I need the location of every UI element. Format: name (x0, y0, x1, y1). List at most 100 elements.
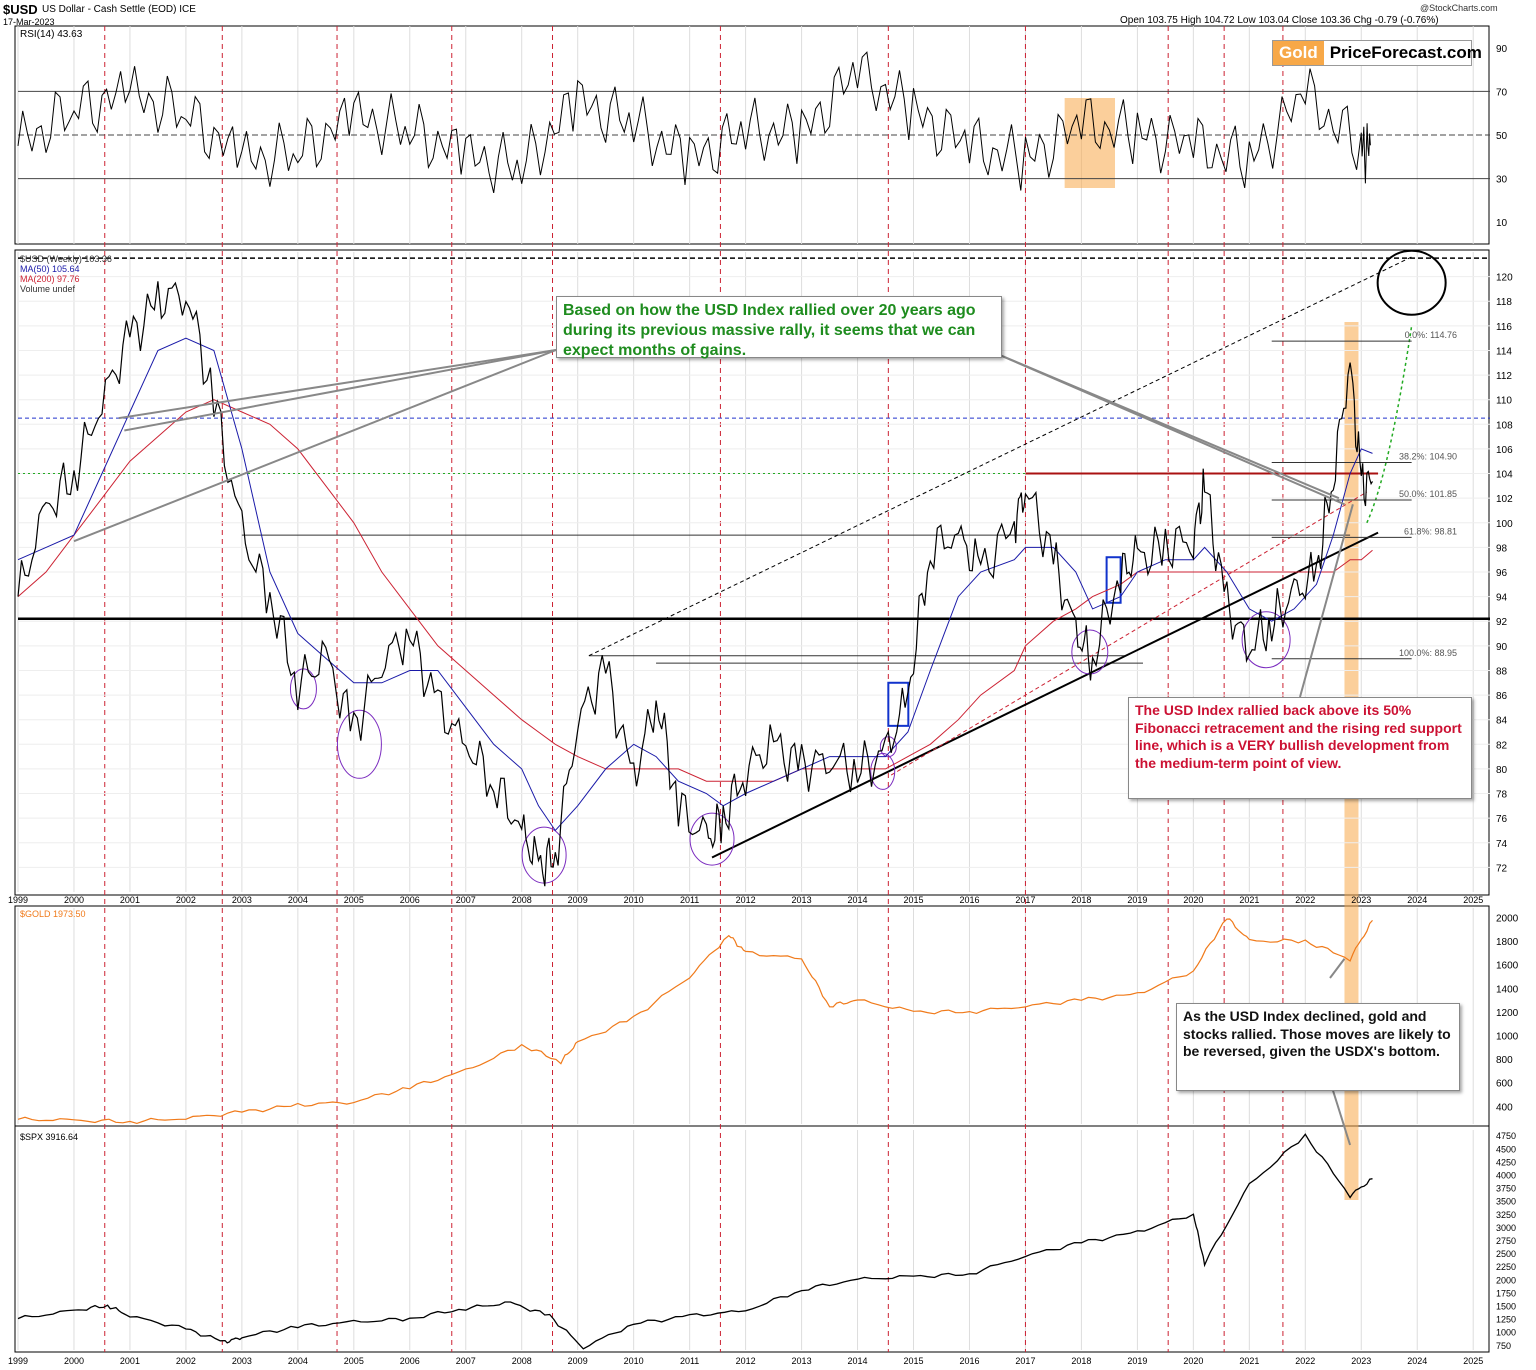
usd-price-line (17, 281, 1374, 887)
x-axis-label: 1999 (8, 895, 28, 905)
callout-pointer (1329, 1080, 1352, 1146)
usd-tick-label: 108 (1496, 420, 1513, 431)
spx-tick-label: 750 (1496, 1341, 1511, 1351)
spx-tick-label: 4250 (1496, 1157, 1516, 1167)
spx-tick-label: 3000 (1496, 1223, 1516, 1233)
red-annotation: The USD Index rallied back above its 50%… (1128, 697, 1472, 799)
x-axis-label: 2006 (400, 895, 420, 905)
usd-tick-label: 100 (1496, 519, 1513, 530)
low-ellipse (336, 709, 382, 779)
x-axis-label: 2024 (1407, 895, 1427, 905)
usd-tick-label: 118 (1496, 297, 1512, 308)
x-axis-label: 2007 (456, 1356, 476, 1366)
x-axis-label: 2017 (1015, 895, 1035, 905)
usd-tick-label: 84 (1496, 716, 1508, 727)
x-axis-label: 2019 (1127, 895, 1147, 905)
usd-tick-label: 82 (1496, 740, 1508, 751)
gold-tick-label: 1600 (1496, 961, 1519, 972)
spx-tick-label: 1000 (1496, 1328, 1516, 1338)
rsi-tick-label: 90 (1496, 44, 1508, 55)
x-axis-label: 2002 (176, 1356, 196, 1366)
x-axis-label: 2009 (568, 895, 588, 905)
x-axis-label: 2009 (568, 1356, 588, 1366)
usd-tick-label: 106 (1496, 445, 1513, 456)
usd-legend-entry: $USD (Weekly) 103.36 (20, 254, 112, 264)
green-annotation: Based on how the USD Index rallied over … (556, 296, 1002, 359)
gold-tick-label: 1200 (1496, 1008, 1519, 1019)
x-axis-label: 2013 (792, 1356, 812, 1366)
x-axis-label: 2011 (680, 895, 699, 905)
x-axis-label: 2001 (120, 895, 140, 905)
x-axis-label: 2011 (680, 1356, 699, 1366)
rising-red-support (890, 491, 1368, 776)
low-ellipse (879, 736, 897, 758)
x-axis-label: 2015 (903, 895, 923, 905)
x-axis-label: 1999 (8, 1356, 28, 1366)
spx-tick-label: 1250 (1496, 1315, 1516, 1325)
gold-tick-label: 600 (1496, 1079, 1513, 1090)
rsi-tick-label: 10 (1496, 218, 1508, 229)
logo-gold: Gold (1273, 41, 1324, 65)
spx-tick-label: 1500 (1496, 1301, 1516, 1311)
rsi-title: RSI(14) 43.63 (20, 29, 83, 40)
gold-tick-label: 1800 (1496, 937, 1519, 948)
usd-tick-label: 86 (1496, 691, 1508, 702)
x-axis-label: 2020 (1183, 895, 1203, 905)
x-axis-label: 2003 (232, 895, 252, 905)
quote-line: Open 103.75 High 104.72 Low 103.04 Close… (1120, 15, 1439, 26)
spx-tick-label: 2000 (1496, 1275, 1516, 1285)
x-axis-label: 2002 (176, 895, 196, 905)
x-axis-label: 2005 (344, 895, 364, 905)
x-axis-label: 2024 (1407, 1356, 1427, 1366)
x-axis-label: 2023 (1351, 1356, 1371, 1366)
x-axis-label: 2008 (512, 1356, 532, 1366)
usd-tick-label: 72 (1496, 863, 1508, 874)
x-axis-label: 2012 (736, 1356, 756, 1366)
spx-line (17, 1133, 1373, 1350)
spx-tick-label: 3500 (1496, 1197, 1516, 1207)
low-ellipse (1241, 611, 1291, 669)
usd-tick-label: 96 (1496, 568, 1508, 579)
spx-tick-label: 3750 (1496, 1184, 1516, 1194)
fib-label: 50.0%: 101.85 (1399, 489, 1457, 499)
x-axis-label: 2020 (1183, 1356, 1203, 1366)
blue-box (887, 681, 910, 727)
usd-tick-label: 74 (1496, 839, 1508, 850)
x-axis-label: 2000 (64, 1356, 84, 1366)
callout-pointer (124, 349, 557, 432)
x-axis-label: 2007 (456, 895, 476, 905)
usd-tick-label: 80 (1496, 765, 1508, 776)
x-axis-label: 2004 (288, 1356, 308, 1366)
gold-tick-label: 400 (1496, 1102, 1513, 1113)
low-ellipse (689, 812, 735, 866)
usd-tick-label: 94 (1496, 593, 1508, 604)
x-axis-label: 2018 (1071, 1356, 1091, 1366)
usd-legend-entry: MA(200) 97.76 (20, 274, 80, 284)
rsi-tick-label: 50 (1496, 131, 1508, 142)
chart-date: 17-Mar-2023 (3, 17, 55, 27)
fib-label: 100.0%: 88.95 (1399, 648, 1457, 658)
upper-dashed-trendline (588, 256, 1412, 657)
callout-pointer (73, 349, 557, 543)
callout-pointer (987, 349, 1345, 506)
symbol-title: $USD (3, 2, 38, 17)
gold-tick-label: 1400 (1496, 984, 1519, 995)
x-axis-label: 2003 (232, 1356, 252, 1366)
spx-tick-label: 1750 (1496, 1288, 1516, 1298)
target-circle (1376, 249, 1447, 316)
fib-label: 38.2%: 104.90 (1399, 451, 1457, 461)
callout-pointer (118, 349, 557, 420)
x-axis-label: 2023 (1351, 895, 1371, 905)
usd-tick-label: 120 (1496, 273, 1513, 284)
rising-black-trendline (711, 531, 1379, 859)
gold-title: $GOLD 1973.50 (20, 909, 86, 919)
x-axis-label: 2022 (1295, 1356, 1315, 1366)
callout-pointer (1299, 504, 1354, 698)
usd-tick-label: 112 (1496, 371, 1512, 382)
gold-tick-label: 800 (1496, 1055, 1513, 1066)
x-axis-label: 2021 (1239, 1356, 1259, 1366)
x-axis-label: 2008 (512, 895, 532, 905)
x-axis-label: 2017 (1015, 1356, 1035, 1366)
x-axis-label: 2006 (400, 1356, 420, 1366)
